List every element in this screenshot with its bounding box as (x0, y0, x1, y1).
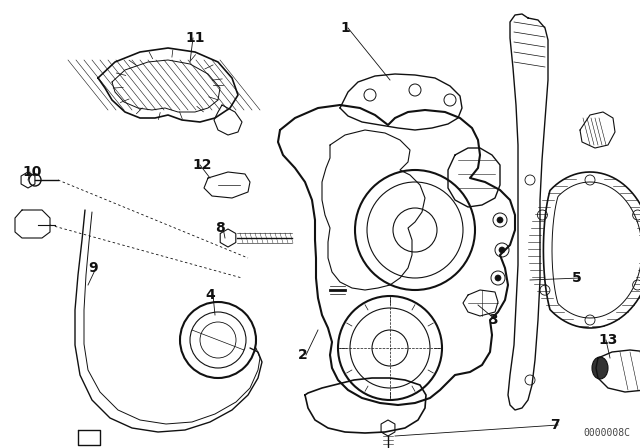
Circle shape (495, 275, 501, 281)
Text: 7: 7 (550, 418, 559, 432)
Text: 12: 12 (192, 158, 211, 172)
Text: 10: 10 (22, 165, 42, 179)
Text: 3: 3 (488, 313, 498, 327)
Circle shape (499, 247, 505, 253)
Text: 8: 8 (215, 221, 225, 235)
Text: 4: 4 (205, 288, 215, 302)
Text: 2: 2 (298, 348, 308, 362)
Text: 9: 9 (88, 261, 98, 275)
Ellipse shape (592, 357, 608, 379)
Text: 13: 13 (598, 333, 618, 347)
Text: 0000008C: 0000008C (583, 428, 630, 438)
Text: 11: 11 (185, 31, 205, 45)
Text: 1: 1 (340, 21, 349, 35)
Circle shape (497, 217, 503, 223)
Text: 5: 5 (572, 271, 582, 285)
